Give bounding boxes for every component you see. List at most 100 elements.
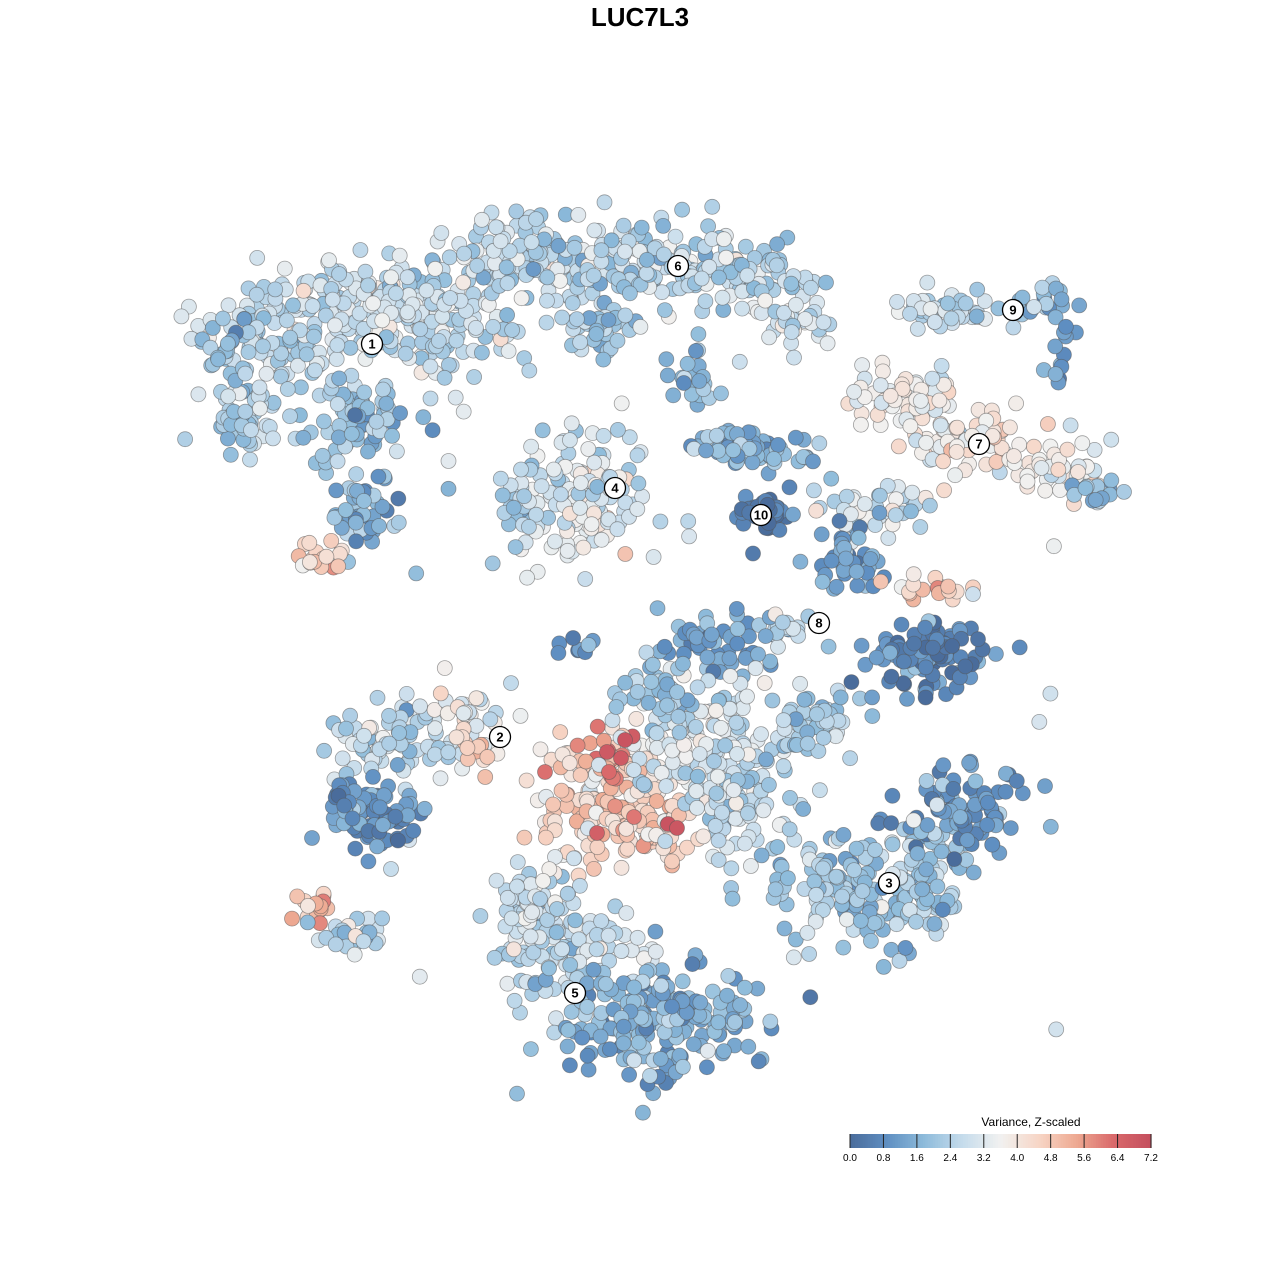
data-point <box>1008 773 1025 789</box>
data-point <box>509 878 525 895</box>
data-point <box>505 941 522 958</box>
data-point <box>902 305 918 322</box>
data-point <box>659 697 675 714</box>
data-point <box>365 295 382 312</box>
data-point <box>945 781 962 797</box>
data-point <box>854 357 870 374</box>
data-point <box>360 443 376 460</box>
data-point <box>248 286 265 303</box>
data-point <box>713 720 729 736</box>
data-point <box>1074 435 1091 452</box>
data-point <box>745 545 761 562</box>
data-point <box>875 959 892 975</box>
data-point <box>795 801 812 817</box>
data-point <box>513 290 530 307</box>
data-point <box>383 269 400 286</box>
data-point <box>177 431 194 448</box>
legend-tick-label: 4.0 <box>1010 1153 1024 1164</box>
data-point <box>317 307 334 324</box>
data-point <box>724 890 741 907</box>
data-point <box>872 573 889 590</box>
cluster-label-2: 2 <box>488 725 512 749</box>
data-point <box>868 649 885 666</box>
cluster-label-text: 6 <box>674 259 681 274</box>
data-point <box>292 379 309 396</box>
data-point <box>355 933 372 950</box>
data-point <box>399 269 416 286</box>
data-point <box>741 440 758 457</box>
data-point <box>357 263 374 280</box>
data-point <box>371 799 388 816</box>
data-point <box>894 380 911 397</box>
data-point <box>909 320 926 337</box>
legend-tick-label: 6.4 <box>1111 1153 1125 1164</box>
data-point <box>586 861 602 877</box>
data-point <box>572 334 588 351</box>
data-point <box>563 415 580 432</box>
data-point <box>931 392 948 409</box>
data-point <box>355 492 372 509</box>
data-point <box>585 961 602 978</box>
data-point <box>477 769 494 785</box>
data-point <box>559 542 576 559</box>
data-point <box>347 840 364 857</box>
data-point <box>976 293 993 310</box>
data-point <box>589 839 606 856</box>
data-point <box>552 724 569 740</box>
data-point <box>613 750 629 766</box>
data-point <box>815 729 832 746</box>
data-point <box>447 389 464 406</box>
data-point <box>528 506 544 523</box>
data-point <box>667 228 684 245</box>
data-point <box>304 298 321 314</box>
data-point <box>635 776 652 793</box>
data-point <box>501 243 518 260</box>
data-point <box>522 928 539 945</box>
data-point <box>550 237 567 254</box>
data-point <box>728 795 745 812</box>
data-point <box>1116 483 1132 500</box>
data-point <box>652 1050 669 1067</box>
data-point <box>499 975 516 992</box>
data-point <box>806 873 823 890</box>
data-point <box>645 656 661 673</box>
data-point <box>578 753 594 770</box>
color-legend: Variance, Z-scaled 0.0 0.8 1.6 2.4 3.2 4.0 4.8… <box>843 1115 1158 1164</box>
data-point <box>566 850 582 867</box>
data-point <box>621 429 638 446</box>
data-point <box>509 1085 525 1102</box>
data-point <box>559 885 576 902</box>
data-point <box>708 702 724 719</box>
data-point <box>961 754 977 771</box>
data-point <box>740 805 756 822</box>
data-point <box>721 650 738 667</box>
data-point <box>390 514 407 531</box>
data-point <box>658 351 675 368</box>
data-point <box>535 873 551 889</box>
data-point <box>518 772 535 789</box>
data-point <box>629 929 646 946</box>
data-point <box>523 234 540 251</box>
data-point <box>815 314 832 331</box>
data-point <box>220 297 237 314</box>
data-point <box>251 400 268 417</box>
data-point <box>298 346 315 363</box>
data-point <box>486 949 503 966</box>
data-point <box>533 478 550 495</box>
data-point <box>770 436 786 453</box>
data-point <box>304 830 320 846</box>
data-point <box>240 344 257 361</box>
data-point <box>965 586 981 602</box>
data-point <box>823 470 840 487</box>
data-point <box>846 862 862 878</box>
data-point <box>607 798 623 815</box>
data-point <box>593 242 610 259</box>
data-point <box>390 490 407 507</box>
data-point <box>482 711 499 728</box>
data-point <box>635 1104 651 1121</box>
data-point <box>479 749 496 765</box>
data-point <box>708 785 725 802</box>
data-point <box>1002 419 1018 436</box>
data-point <box>716 231 732 248</box>
data-point <box>397 345 414 362</box>
